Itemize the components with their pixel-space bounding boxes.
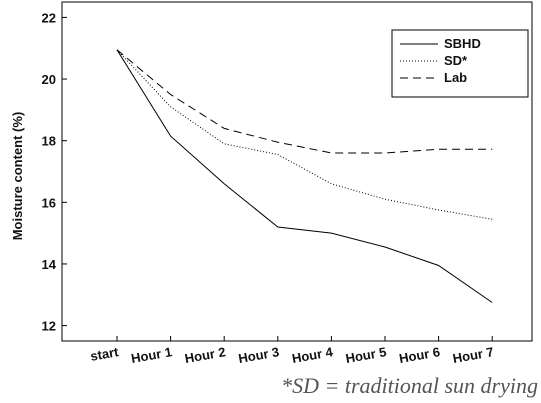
y-axis: 12 14 16 18 20 22 [42, 10, 67, 334]
y-tick-label: 14 [42, 257, 57, 272]
y-tick-label: 20 [42, 72, 56, 87]
y-tick-label: 18 [42, 134, 56, 149]
y-tick-label: 12 [42, 319, 56, 334]
series-lines [116, 49, 493, 303]
x-tick-label: Hour 6 [398, 344, 441, 366]
y-tick-label: 22 [42, 10, 56, 25]
x-axis: start Hour 1 Hour 2 Hour 3 Hour 4 Hour 5 Hour … [89, 336, 495, 366]
legend-box [391, 29, 529, 98]
y-tick-label: 16 [42, 195, 56, 210]
x-tick-label: Hour 1 [130, 344, 173, 366]
series-line-sbhd [116, 49, 493, 303]
legend: SBHD SD* Lab [391, 29, 529, 98]
legend-label-lab: Lab [444, 70, 467, 85]
x-tick-label: start [89, 344, 120, 364]
series-line-sd [116, 49, 493, 220]
x-tick-label: Hour 4 [291, 344, 335, 366]
x-tick-label: Hour 7 [452, 344, 495, 366]
footnote: *SD = traditional sun drying [281, 373, 538, 398]
legend-label-sbhd: SBHD [444, 36, 481, 51]
y-axis-label: Moisture content (%) [10, 112, 25, 241]
x-tick-label: Hour 5 [344, 344, 387, 366]
legend-label-sd: SD* [444, 53, 468, 68]
x-tick-label: Hour 2 [184, 344, 227, 366]
plot-area [61, 1, 533, 342]
series-line-lab [116, 49, 493, 154]
x-tick-label: Hour 3 [237, 344, 280, 366]
